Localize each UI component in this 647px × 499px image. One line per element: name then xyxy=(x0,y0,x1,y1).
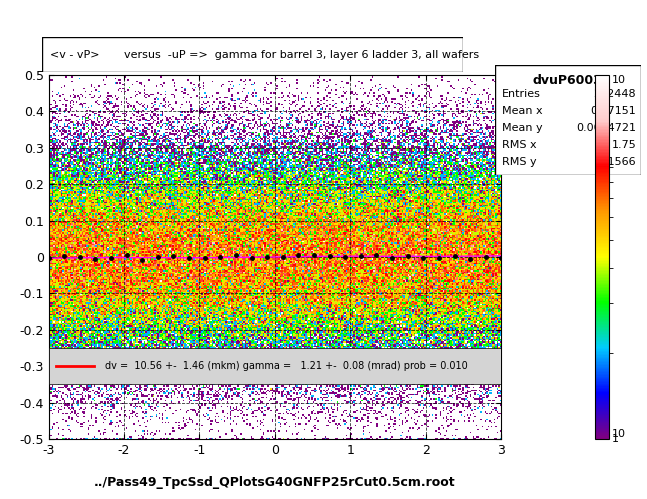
Text: 1: 1 xyxy=(612,434,619,444)
Text: 0.07151: 0.07151 xyxy=(591,106,636,116)
Text: ../Pass49_TpcSsd_QPlotsG40GNFP25rCut0.5cm.root: ../Pass49_TpcSsd_QPlotsG40GNFP25rCut0.5c… xyxy=(94,476,455,489)
Text: 10: 10 xyxy=(612,75,626,85)
Text: 10: 10 xyxy=(612,429,626,439)
Text: Entries: Entries xyxy=(502,89,541,99)
Text: RMS x: RMS x xyxy=(502,140,537,150)
Text: 1.75: 1.75 xyxy=(611,140,636,150)
Text: <v - vP>       versus  -uP =>  gamma for barrel 3, layer 6 ladder 3, all wafers: <v - vP> versus -uP => gamma for barrel … xyxy=(50,50,479,60)
Text: RMS y: RMS y xyxy=(502,157,537,167)
Bar xyxy=(49,348,501,384)
Text: 0.0004721: 0.0004721 xyxy=(576,123,636,133)
Text: 202448: 202448 xyxy=(593,89,636,99)
Text: dv =  10.56 +-  1.46 (mkm) gamma =   1.21 +-  0.08 (mrad) prob = 0.010: dv = 10.56 +- 1.46 (mkm) gamma = 1.21 +-… xyxy=(105,361,468,371)
Text: dvuP6003: dvuP6003 xyxy=(533,74,602,87)
Text: 0.1566: 0.1566 xyxy=(598,157,636,167)
Text: Mean x: Mean x xyxy=(502,106,543,116)
Text: Mean y: Mean y xyxy=(502,123,543,133)
